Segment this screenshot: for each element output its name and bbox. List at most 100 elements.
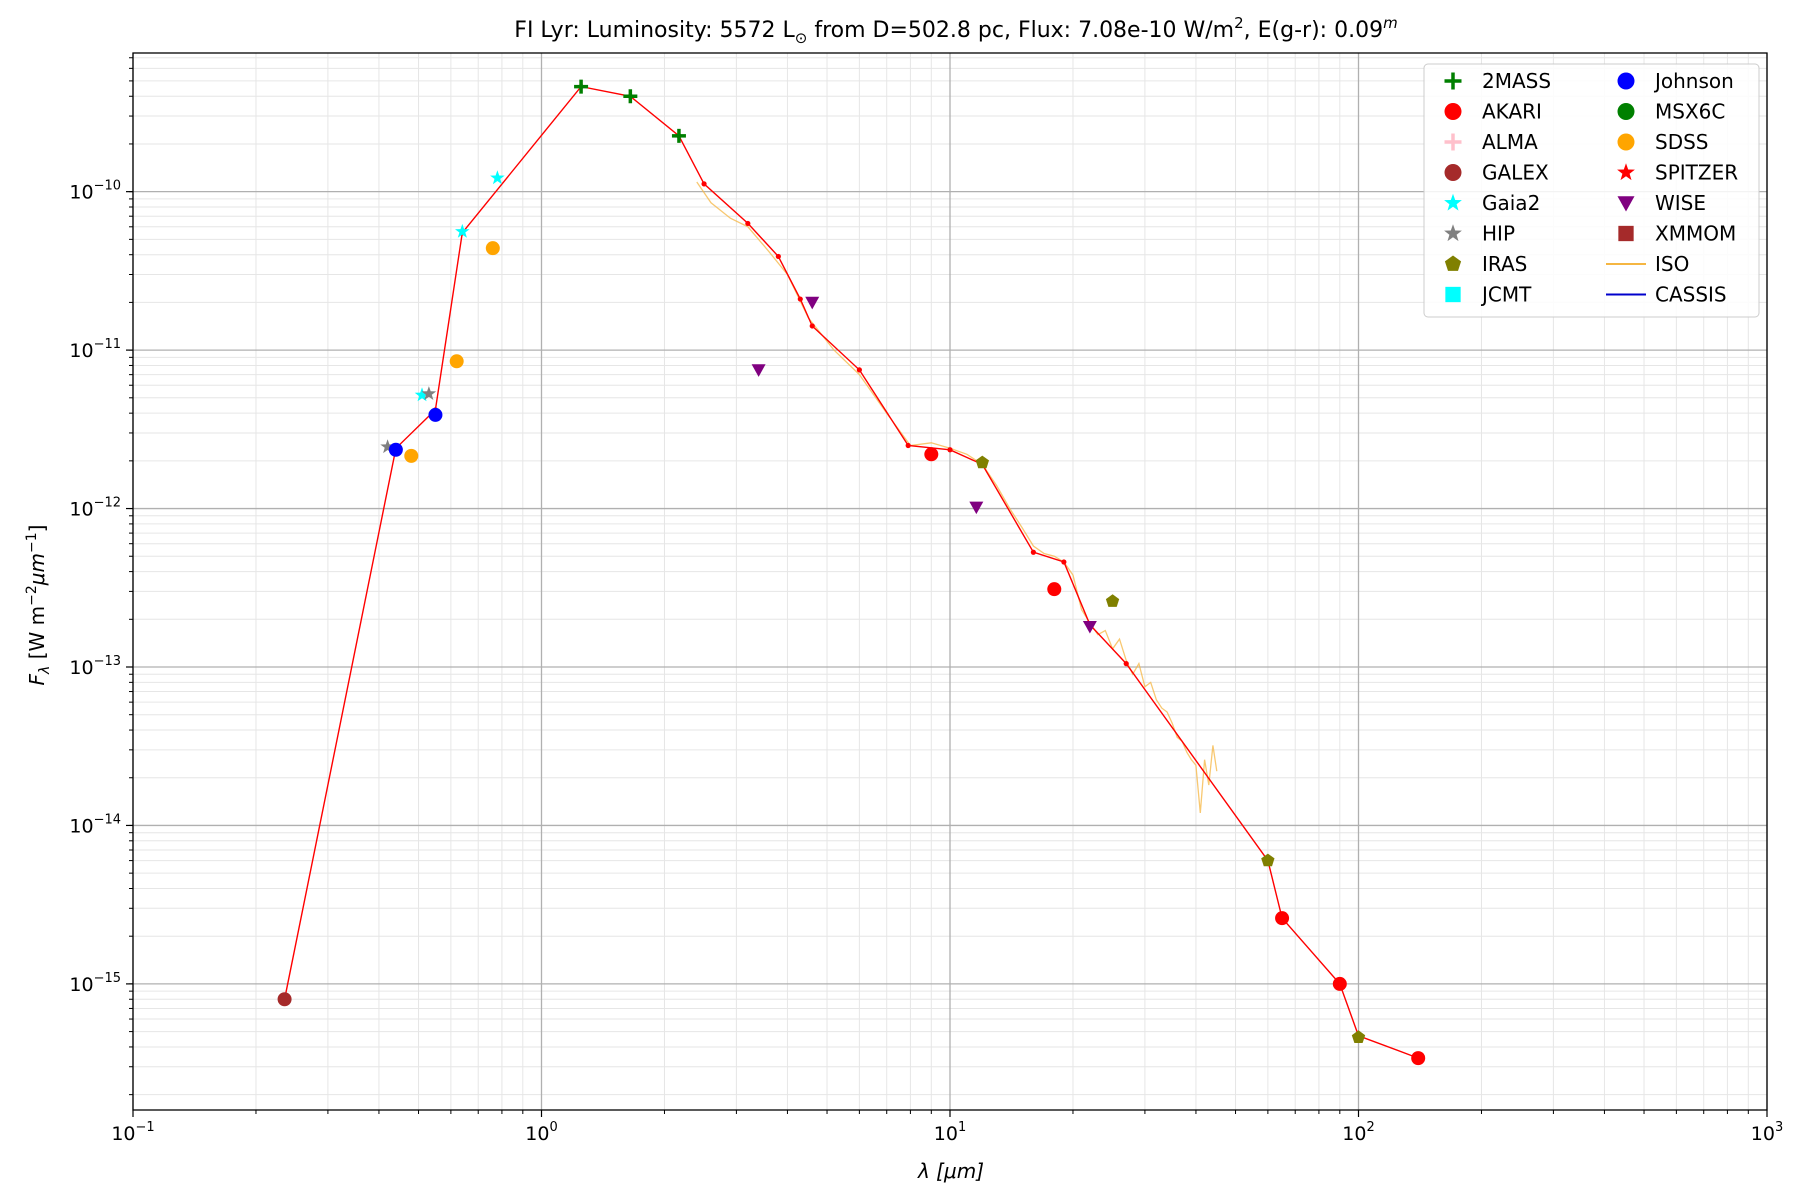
photometry-markers xyxy=(277,79,1426,1066)
sdss-point xyxy=(404,448,419,463)
x-tick-exponent: 1 xyxy=(958,1120,966,1135)
series-sdss xyxy=(404,241,500,463)
y-axis-label: Fλ [W m−2μm−1] xyxy=(24,525,53,686)
series-wise xyxy=(751,296,1097,634)
y-tick-label: 10−14 xyxy=(69,812,121,837)
legend-label-jcmt: JCMT xyxy=(1480,283,1532,307)
johnson-point xyxy=(388,442,403,457)
title-sun-symbol: ⊙ xyxy=(795,29,808,47)
x-tick-exponent: 0 xyxy=(549,1120,557,1135)
chart-title: FI Lyr: Luminosity: 5572 L⊙ from D=502.8… xyxy=(514,14,1397,47)
iras-point xyxy=(1351,1030,1366,1043)
model-sed-point xyxy=(856,367,862,373)
x-tick-label: 100 xyxy=(525,1120,557,1145)
y-tick-base: 10 xyxy=(69,815,93,837)
wise-point xyxy=(805,296,820,310)
legend-marker-wise xyxy=(1617,196,1635,212)
wise-point xyxy=(751,364,766,377)
x-tick-label: 10−1 xyxy=(111,1120,154,1145)
x-tick-exponent: 2 xyxy=(1366,1120,1374,1135)
gaia2-point xyxy=(414,387,430,402)
legend-label-msx6c: MSX6C xyxy=(1655,100,1725,124)
y-label-lambda: λ xyxy=(37,666,53,675)
series-iras xyxy=(975,455,1366,1043)
model-sed-point xyxy=(797,296,803,302)
legend-label-hip: HIP xyxy=(1482,222,1515,246)
y-tick-label: 10−15 xyxy=(69,971,121,996)
legend-label-xmmom: XMMOM xyxy=(1655,222,1736,246)
legend-label-alma: ALMA xyxy=(1482,130,1538,154)
y-label-exp1: −2 xyxy=(24,585,40,606)
model-sed-point xyxy=(701,181,707,187)
y-tick-label: 10−11 xyxy=(69,337,121,362)
title-mid2: , E(g-r): 0.09 xyxy=(1244,18,1383,43)
y-tick-label: 10−10 xyxy=(69,179,121,204)
y-label-f: F xyxy=(25,673,49,685)
legend-marker-2mass xyxy=(1444,72,1462,90)
model-sed-point xyxy=(809,323,815,329)
x-tick-base: 10 xyxy=(525,1123,549,1145)
title-sup2: m xyxy=(1383,14,1398,32)
title-sup1: 2 xyxy=(1234,14,1244,32)
y-label-exp2: −1 xyxy=(24,532,40,553)
axis-ticks: 10−1 100 101 102 10310−1510−1410−1310−1210−1… xyxy=(69,57,1783,1145)
y-tick-label: 10−12 xyxy=(69,496,121,521)
iras-point xyxy=(1261,853,1275,867)
legend-label-akari: AKARI xyxy=(1482,100,1542,124)
hip-point xyxy=(380,439,395,454)
legend-box xyxy=(1423,63,1760,318)
model-sed-point xyxy=(1030,549,1036,555)
johnson-point xyxy=(428,407,443,422)
y-tick-label: 10−13 xyxy=(69,654,121,679)
iras-point xyxy=(975,455,989,469)
legend-label-spitzer: SPITZER xyxy=(1655,161,1738,185)
y-tick-base: 10 xyxy=(69,182,93,204)
grid xyxy=(132,53,1768,1110)
legend-label-galex: GALEX xyxy=(1482,161,1549,185)
akari-point xyxy=(1332,976,1347,991)
legend-label-iso: ISO xyxy=(1655,252,1689,276)
wise-point xyxy=(969,501,984,515)
x-tick-base: 10 xyxy=(934,1123,958,1145)
sdss-point xyxy=(449,354,464,369)
y-label-mu: μm xyxy=(25,553,49,586)
legend-marker-akari xyxy=(1444,103,1462,120)
x-tick-exponent: −1 xyxy=(136,1120,155,1135)
legend-label-gaia2: Gaia2 xyxy=(1482,191,1540,215)
model-sed-point xyxy=(905,442,911,449)
x-axis-label: λ [μm] xyxy=(917,1159,984,1183)
legend-marker-spitzer xyxy=(1617,163,1635,181)
title-mid: from D=502.8 pc, Flux: 7.08e-10 W/m xyxy=(807,18,1234,43)
akari-point xyxy=(1275,911,1290,926)
akari-point xyxy=(1411,1051,1426,1066)
legend-marker-alma xyxy=(1444,133,1462,151)
model-sed-point xyxy=(1061,559,1067,565)
legend-label-cassis: CASSIS xyxy=(1655,283,1727,307)
legend-label-2mass: 2MASS xyxy=(1482,69,1551,93)
series-akari xyxy=(924,447,1426,1066)
y-tick-base: 10 xyxy=(69,499,93,521)
series-hip xyxy=(380,386,437,454)
2mass-point xyxy=(623,89,638,104)
y-tick-exponent: −10 xyxy=(94,179,121,194)
series-gaia2 xyxy=(414,170,505,402)
legend: 2MASS AKARI ALMA GALEX Gaia2 HIP IRAS JCMT Johns… xyxy=(1423,63,1760,318)
x-tick-label: 103 xyxy=(1751,1120,1783,1145)
2mass-point xyxy=(574,79,589,94)
wise-point xyxy=(1082,620,1097,634)
y-tick-exponent: −15 xyxy=(94,971,121,986)
legend-label-sdss: SDSS xyxy=(1655,130,1709,154)
model-sed-point xyxy=(775,253,781,260)
series-2mass xyxy=(574,79,686,143)
y-tick-exponent: −14 xyxy=(94,812,121,827)
legend-label-iras: IRAS xyxy=(1482,252,1527,276)
x-tick-label: 102 xyxy=(1342,1120,1374,1145)
model-sed-point xyxy=(1123,661,1129,667)
gaia2-point xyxy=(455,223,470,238)
gaia2-point xyxy=(490,170,505,185)
legend-marker-jcmt xyxy=(1445,286,1461,303)
y-label-close: ] xyxy=(25,525,49,533)
model-sed-point xyxy=(745,220,751,227)
legend-label-johnson: Johnson xyxy=(1653,69,1734,93)
